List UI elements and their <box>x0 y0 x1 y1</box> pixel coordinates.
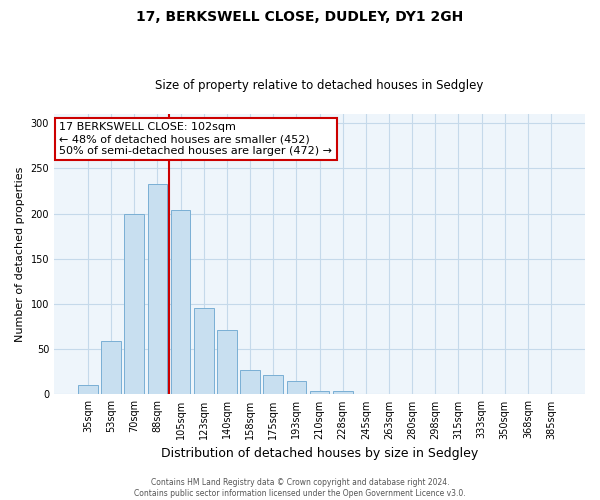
Bar <box>310 391 329 394</box>
Bar <box>78 386 98 394</box>
Bar <box>240 370 260 394</box>
Bar <box>124 214 144 394</box>
Text: 17, BERKSWELL CLOSE, DUDLEY, DY1 2GH: 17, BERKSWELL CLOSE, DUDLEY, DY1 2GH <box>136 10 464 24</box>
Y-axis label: Number of detached properties: Number of detached properties <box>15 166 25 342</box>
Bar <box>287 381 306 394</box>
Bar <box>101 341 121 394</box>
Text: 17 BERKSWELL CLOSE: 102sqm
← 48% of detached houses are smaller (452)
50% of sem: 17 BERKSWELL CLOSE: 102sqm ← 48% of deta… <box>59 122 332 156</box>
Title: Size of property relative to detached houses in Sedgley: Size of property relative to detached ho… <box>155 79 484 92</box>
Text: Contains HM Land Registry data © Crown copyright and database right 2024.
Contai: Contains HM Land Registry data © Crown c… <box>134 478 466 498</box>
Bar <box>171 210 190 394</box>
Bar <box>217 330 237 394</box>
Bar <box>333 391 353 394</box>
X-axis label: Distribution of detached houses by size in Sedgley: Distribution of detached houses by size … <box>161 447 478 460</box>
Bar <box>263 376 283 394</box>
Bar <box>194 308 214 394</box>
Bar <box>148 184 167 394</box>
